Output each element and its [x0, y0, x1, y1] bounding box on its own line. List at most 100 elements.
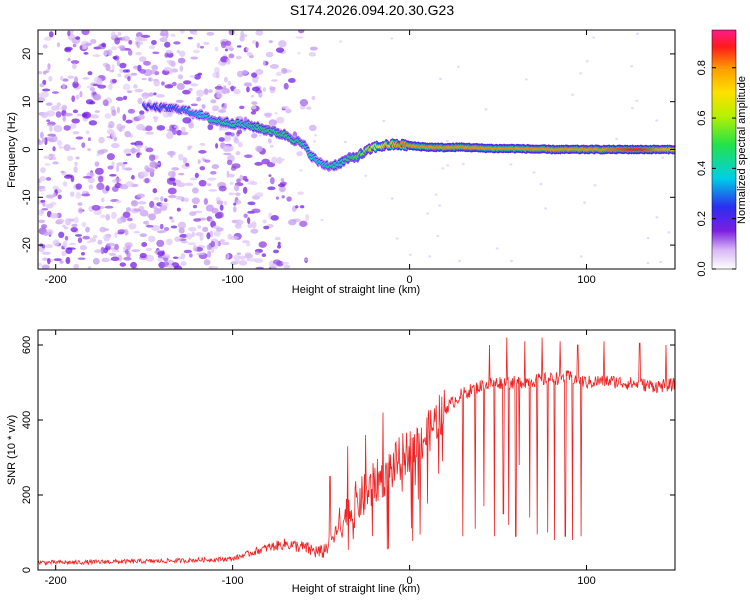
- spectrogram-noise-blob: [223, 85, 227, 90]
- spectrogram-noise-blob: [196, 89, 205, 97]
- spectrogram-noise-blob: [160, 230, 167, 233]
- spectrogram-noise-blob: [45, 203, 54, 209]
- spectrogram-noise-blob: [206, 31, 215, 36]
- spectrogram-noise-blob: [123, 161, 128, 165]
- spectrogram-noise-blob: [190, 103, 198, 107]
- spectrogram-noise-blob: [71, 118, 80, 124]
- spectrogram-noise-blob: [115, 96, 124, 102]
- spectrogram-noise-blob: [42, 44, 48, 49]
- spectrogram-noise-blob: [226, 57, 231, 65]
- spectrogram-noise-blob: [295, 36, 304, 39]
- spectrogram-noise-blob: [139, 68, 147, 74]
- spectrogram-noise-blob: [274, 236, 281, 241]
- spectrogram-noise-blob: [138, 205, 145, 213]
- spectrogram-noise-blob: [199, 142, 206, 146]
- spectrogram-noise-blob: [436, 234, 440, 238]
- spectrogram-noise-blob: [124, 130, 131, 138]
- spectrogram-noise-blob: [288, 219, 297, 226]
- spectrogram-noise-blob: [121, 163, 126, 171]
- spectrogram-noise-blob: [265, 51, 274, 58]
- spectrogram-noise-blob: [109, 173, 117, 177]
- spectrogram-noise-blob: [434, 193, 438, 196]
- spectrogram-noise-blob: [236, 178, 241, 183]
- spectrogram-noise-blob: [579, 72, 583, 75]
- spectrogram-noise-blob: [125, 207, 132, 212]
- spectrogram-noise-blob: [251, 101, 258, 105]
- spectrogram-noise-blob: [210, 99, 217, 104]
- spectrogram-noise-blob: [100, 214, 106, 219]
- spectrogram-noise-blob: [277, 183, 286, 188]
- spectrogram-noise-blob: [207, 123, 214, 131]
- spectrogram-noise-blob: [105, 185, 110, 192]
- spectrogram-noise-blob: [428, 255, 432, 258]
- spectrogram-noise-blob: [199, 166, 206, 171]
- spectrogram-noise-blob: [277, 244, 282, 249]
- spectrogram-noise-blob: [196, 42, 201, 49]
- spectrogram-noise-blob: [69, 123, 77, 129]
- spectrogram-noise-blob: [75, 156, 80, 160]
- spectrogram-noise-blob: [215, 227, 224, 232]
- spectrogram-noise-blob: [52, 192, 57, 198]
- spectrogram-noise-blob: [242, 186, 248, 194]
- spectrogram-noise-blob: [184, 182, 194, 187]
- x-tick-label: -200: [45, 575, 67, 587]
- spectrogram-noise-blob: [62, 240, 68, 249]
- spectrogram-noise-blob: [243, 213, 248, 219]
- spectrogram-noise-blob: [126, 69, 130, 73]
- spectrogram-noise-blob: [202, 226, 209, 233]
- spectrogram-noise-blob: [152, 206, 158, 210]
- spectrogram-noise-blob: [203, 41, 210, 45]
- spectrogram-noise-blob: [283, 82, 289, 90]
- spectrogram-noise-blob: [122, 114, 127, 122]
- spectrogram-noise-blob: [187, 242, 197, 246]
- spectrogram-noise-blob: [111, 46, 118, 51]
- spectrogram-noise-blob: [244, 154, 253, 159]
- spectrogram-noise-blob: [441, 167, 445, 170]
- snr-x-ticks: -200 -100 0 100: [45, 330, 596, 587]
- spectrogram-noise-blob: [254, 161, 263, 166]
- spectrogram-noise-blob: [145, 131, 154, 135]
- spectrogram-noise-blob: [246, 52, 253, 57]
- spectrogram-noise-blob: [297, 52, 301, 55]
- spectrogram-noise-blob: [148, 92, 154, 97]
- spectrogram-noise-blob: [41, 88, 51, 92]
- spectrogram-noise-blob: [129, 148, 138, 153]
- spectrogram-noise-blob: [426, 212, 430, 215]
- spectrogram-noise-blob: [275, 71, 282, 77]
- spectrogram-noise-blob: [130, 142, 136, 145]
- spectrogram-noise-blob: [141, 242, 148, 247]
- spectrogram-noise-blob: [167, 170, 176, 178]
- spectrogram-noise-blob: [87, 137, 91, 142]
- spectrogram-noise-blob: [135, 51, 142, 56]
- spectrogram-noise-blob: [112, 179, 117, 183]
- spectrogram-noise-blob: [126, 90, 133, 94]
- spectrogram-noise-blob: [66, 155, 74, 162]
- y-tick-label: -10: [21, 189, 33, 205]
- spectrogram-noise-blob: [173, 125, 179, 128]
- spectrogram-noise-blob: [308, 51, 317, 57]
- spectrogram-noise-blob: [53, 258, 62, 261]
- spectrogram-noise-blob: [208, 189, 218, 192]
- spectrogram-noise-blob: [161, 36, 167, 42]
- spectrogram-noise-blob: [309, 46, 318, 51]
- spectrogram-noise-blob: [539, 182, 543, 186]
- spectrogram-noise-blob: [63, 226, 69, 230]
- spectrogram-noise-blob: [245, 47, 250, 52]
- spectrogram-noise-blob: [203, 259, 211, 266]
- spectrogram-noise-blob: [277, 241, 281, 246]
- spectrogram-noise-blob: [270, 263, 278, 269]
- spectrogram-noise-blob: [661, 156, 665, 159]
- spectrogram-noise-blob: [53, 124, 63, 133]
- spectrogram-noise-blob: [203, 198, 209, 205]
- spectrogram-noise-blob: [193, 218, 202, 222]
- spectrogram-noise-blob: [251, 39, 257, 44]
- spectrogram-noise-blob: [272, 259, 282, 265]
- spectrogram-noise-blob: [233, 136, 239, 142]
- spectrogram-noise-blob: [235, 55, 242, 60]
- spectrogram-noise-blob: [196, 96, 202, 102]
- colorbar-tick-label: 0.2: [696, 211, 708, 226]
- spectrogram-noise-blob: [45, 177, 52, 181]
- spectrogram-noise-blob: [258, 241, 267, 248]
- spectrogram-noise-blob: [206, 244, 212, 251]
- spectrogram-noise-blob: [108, 120, 115, 129]
